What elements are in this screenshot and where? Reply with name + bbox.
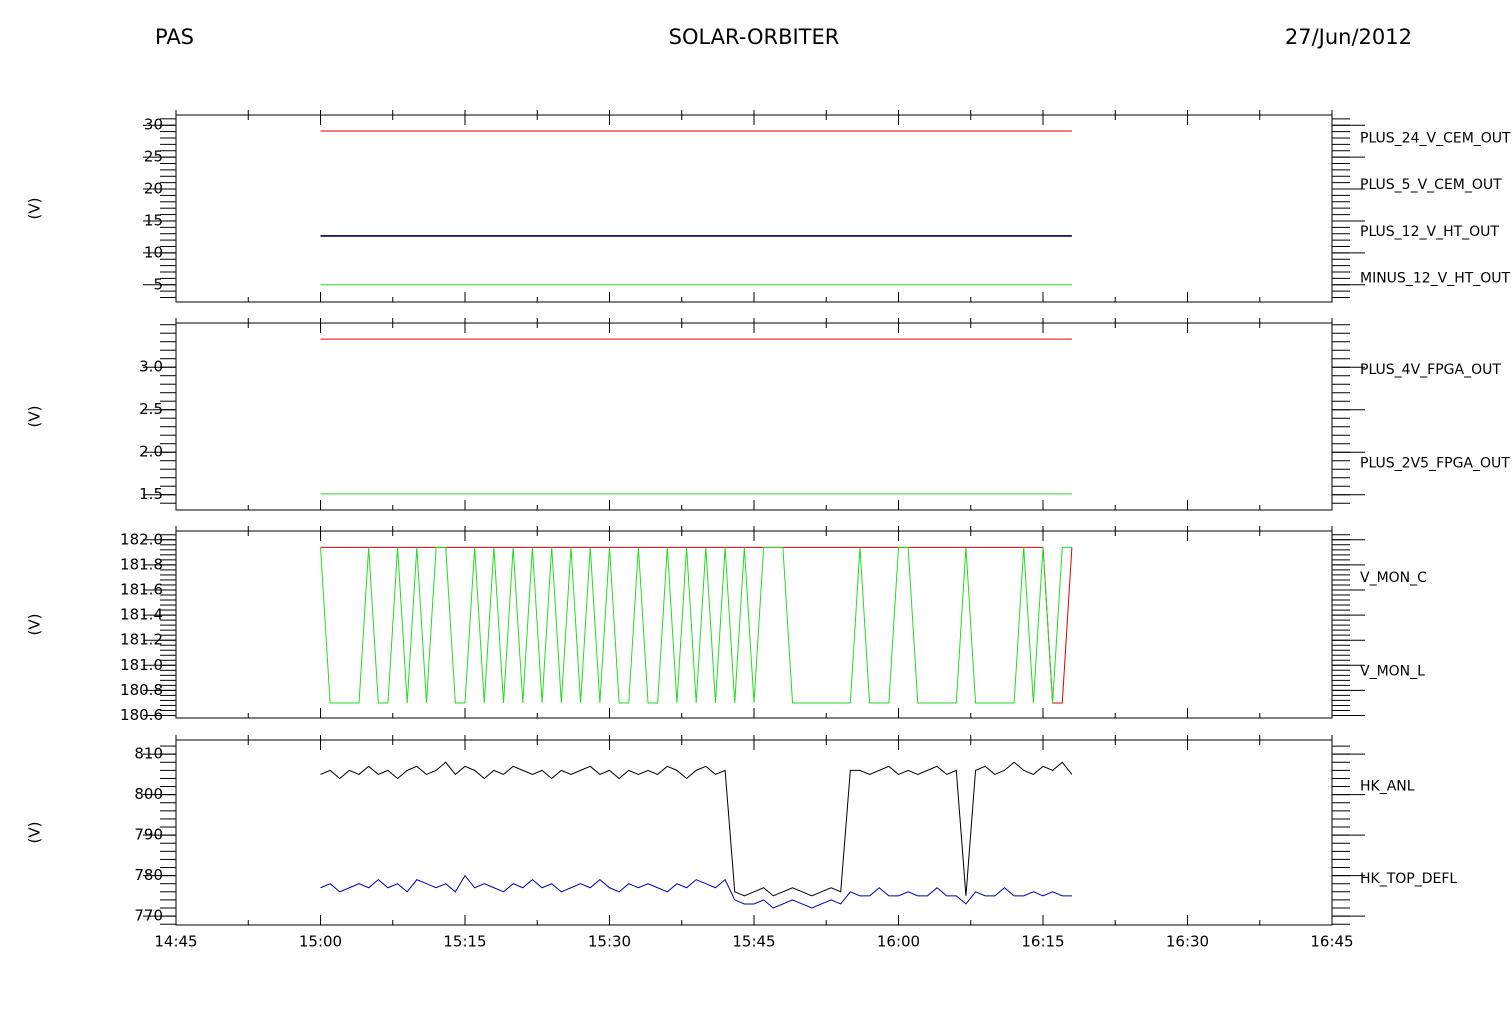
y-tick-label: 1.5 [139,485,163,503]
legend-label: PLUS_5_V_CEM_OUT [1360,177,1502,193]
x-tick-label: 15:45 [732,933,775,951]
y-tick-label: 2.5 [139,400,163,418]
legend-label: PLUS_2V5_FPGA_OUT [1360,455,1510,471]
y-axis-label: (V) [26,822,44,844]
y-tick-label: 181.2 [120,631,163,649]
plot-frame [175,530,1333,719]
y-axis-label: (V) [26,198,44,220]
y-tick-label: 780 [134,866,163,884]
y-tick-label: 810 [134,745,163,763]
y-tick-label: 3.0 [139,358,163,376]
series-line [320,761,1073,897]
x-tick-label: 16:30 [1166,933,1209,951]
y-tick-label: 180.6 [120,706,163,724]
x-tick-label: 15:00 [299,933,342,951]
y-tick-label: 181.4 [120,606,163,624]
y-tick-label: 10 [144,243,163,261]
plot-frame [175,322,1333,511]
series-line [320,874,1072,909]
y-tick-label: 181.0 [120,656,163,674]
legend-label: V_MON_L [1360,663,1425,679]
legend-label: PLUS_12_V_HT_OUT [1360,224,1499,240]
y-tick-label: 790 [134,826,163,844]
x-tick-label: 15:15 [443,933,486,951]
y-tick-label: 181.8 [120,555,163,573]
y-tick-label: 181.6 [120,580,163,598]
chart-title: SOLAR-ORBITER [669,25,840,49]
legend-label: V_MON_C [1360,570,1427,586]
y-tick-label: 2.0 [139,443,163,461]
y-tick-label: 800 [134,785,163,803]
plot-frame [175,739,1333,926]
y-tick-label: 15 [144,211,163,229]
y-axis-label: (V) [26,406,44,428]
x-tick-label: 16:45 [1310,933,1353,951]
legend-label: HK_TOP_DEFL [1360,871,1457,887]
series-line [320,546,1073,704]
x-tick-label: 16:15 [1021,933,1064,951]
y-tick-label: 182.0 [120,530,163,548]
y-tick-label: 20 [144,180,163,198]
legend-label: HK_ANL [1360,778,1415,794]
y-tick-label: 770 [134,907,163,925]
plot-frame [175,114,1333,303]
header-date: 27/Jun/2012 [1285,25,1412,49]
x-tick-label: 16:00 [877,933,920,951]
y-tick-label: 25 [144,148,163,166]
header-left: PAS [155,25,194,49]
y-tick-label: 30 [144,116,163,134]
series-line [320,546,1072,704]
legend-label: PLUS_24_V_CEM_OUT [1360,130,1511,146]
y-axis-label: (V) [26,614,44,636]
legend-label: MINUS_12_V_HT_OUT [1360,271,1511,287]
x-tick-label: 14:45 [154,933,197,951]
y-tick-label: 5 [153,275,163,293]
legend-label: PLUS_4V_FPGA_OUT [1360,362,1501,378]
x-tick-label: 15:30 [588,933,631,951]
y-tick-label: 180.8 [120,681,163,699]
